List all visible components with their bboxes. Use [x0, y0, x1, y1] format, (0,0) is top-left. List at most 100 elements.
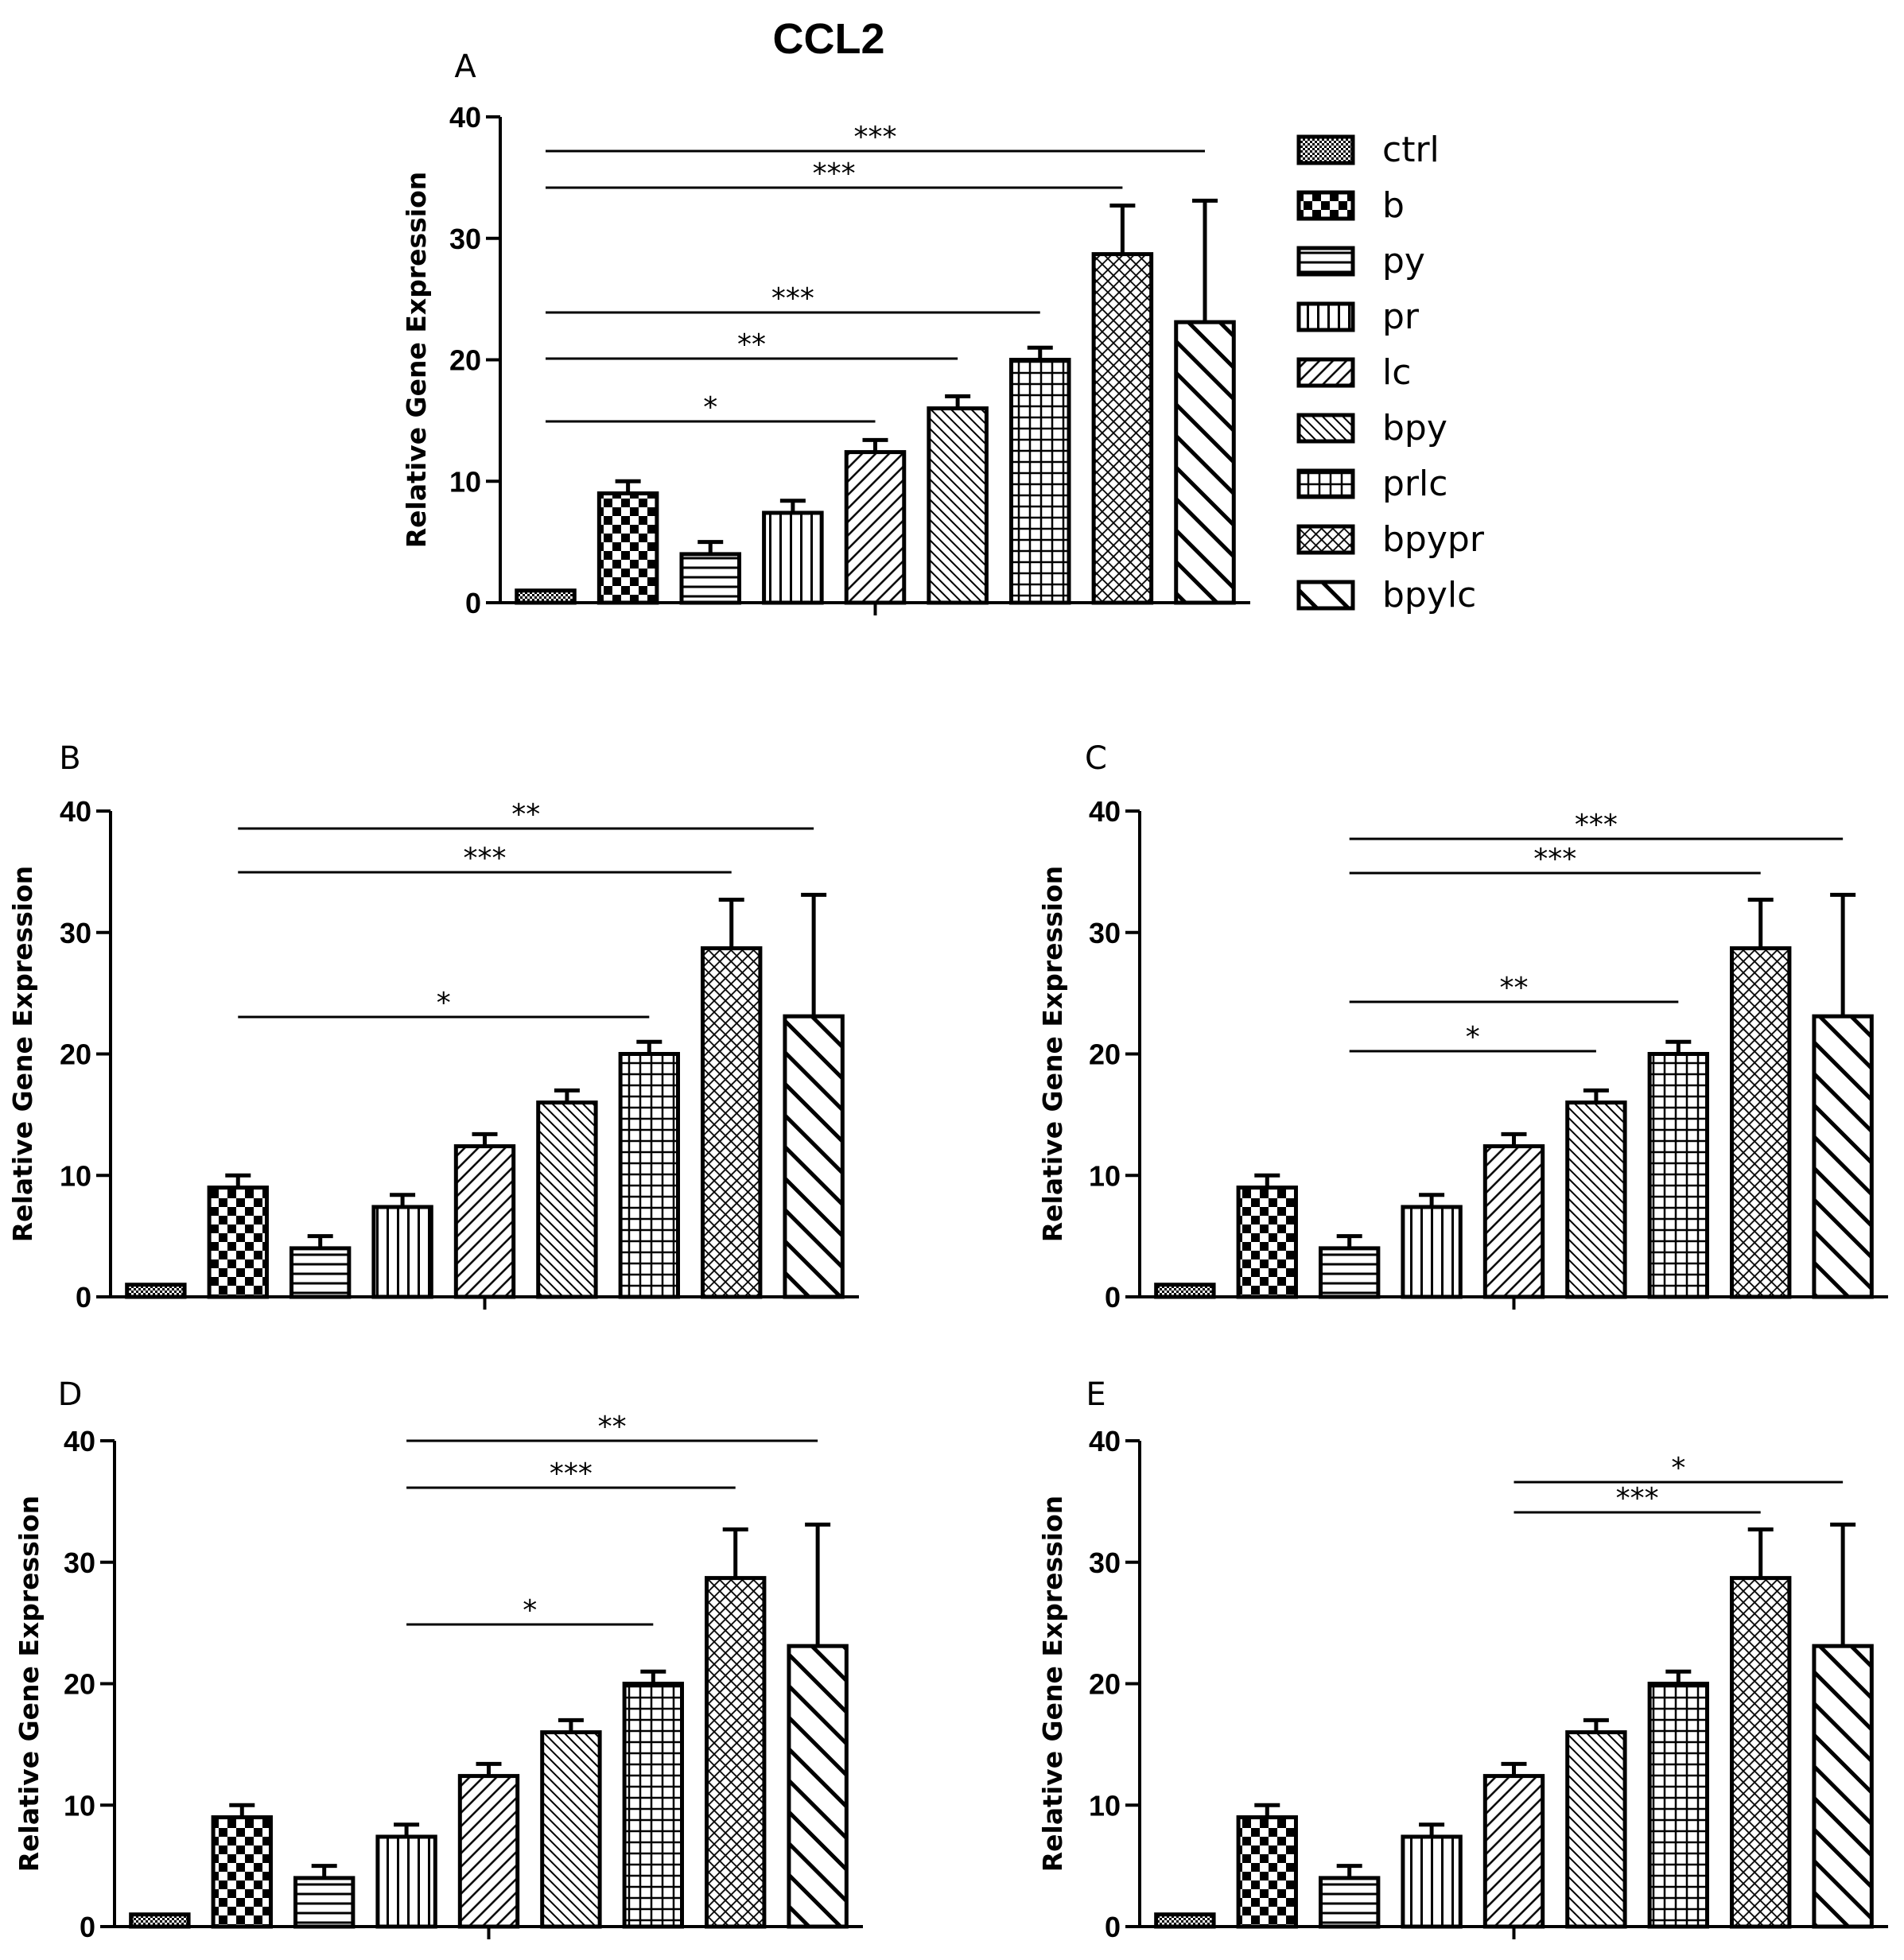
significance-label: * — [437, 987, 451, 1019]
bar-prlc — [618, 1052, 681, 1299]
y-tick-label: 30 — [1089, 917, 1121, 949]
y-tick-label: 10 — [1089, 1159, 1121, 1192]
legend-swatch-bpypr — [1296, 524, 1355, 555]
bar-bpy — [927, 406, 989, 605]
bar-bpylc — [1812, 1014, 1874, 1299]
bar-lc — [453, 1144, 516, 1299]
bar-prlc — [1647, 1052, 1710, 1299]
y-tick-label: 30 — [64, 1547, 95, 1579]
legend-swatch-prlc — [1296, 468, 1355, 499]
bar-lc — [1482, 1144, 1545, 1299]
figure-title: CCL2 — [772, 15, 884, 63]
bar-pr — [371, 1205, 433, 1299]
bar-b — [207, 1186, 269, 1299]
significance-label: *** — [464, 842, 507, 875]
significance-label: ** — [511, 798, 540, 831]
bar-bpy — [540, 1730, 602, 1929]
y-tick-label: 20 — [64, 1668, 95, 1701]
y-tick-label: 20 — [449, 344, 481, 377]
legend-label: bpylc — [1382, 575, 1476, 615]
y-axis-label: Relative Gene Expression — [401, 172, 432, 549]
y-tick-label: 20 — [60, 1038, 91, 1071]
y-tick-label: 30 — [1089, 1547, 1121, 1579]
bar-py — [289, 1246, 352, 1299]
bar-b — [1236, 1815, 1298, 1929]
y-tick-label: 40 — [60, 795, 91, 828]
bar-ctrl — [125, 1283, 187, 1299]
panel-label: C — [1085, 740, 1107, 777]
significance-label: *** — [1575, 809, 1618, 841]
panel-label: E — [1086, 1376, 1105, 1413]
significance-label: ** — [598, 1411, 627, 1443]
bar-bpylc — [783, 1014, 845, 1299]
bar-ctrl — [1154, 1912, 1216, 1929]
significance-label: *** — [550, 1457, 593, 1490]
bar-bpypr — [1091, 252, 1154, 605]
bar-prlc — [622, 1682, 685, 1929]
significance-label: * — [1671, 1452, 1685, 1485]
y-tick-label: 40 — [449, 101, 481, 134]
legend-swatch-py — [1296, 246, 1355, 277]
significance-label: *** — [813, 157, 856, 190]
bar-pr — [1401, 1205, 1463, 1299]
legend-label: b — [1382, 185, 1405, 226]
legend-swatch-bpy — [1296, 413, 1355, 444]
bar-bpypr — [705, 1576, 767, 1929]
legend-label: prlc — [1382, 464, 1447, 504]
legend-swatch-b — [1296, 190, 1355, 221]
y-tick-label: 0 — [1105, 1281, 1121, 1314]
y-tick-label: 40 — [1089, 795, 1121, 828]
panel-label: B — [59, 740, 80, 777]
y-tick-label: 0 — [465, 587, 481, 619]
y-tick-label: 40 — [1089, 1425, 1121, 1457]
significance-label: *** — [1533, 843, 1576, 875]
significance-label: ** — [1500, 972, 1529, 1004]
y-tick-label: 0 — [80, 1911, 95, 1943]
legend-swatch-ctrl — [1296, 134, 1355, 165]
bar-bpypr — [701, 946, 763, 1299]
y-axis-label: Relative Gene Expression — [1037, 866, 1068, 1243]
bar-bpy — [1565, 1100, 1627, 1299]
legend-label: lc — [1382, 352, 1411, 393]
legend-label: bpypr — [1382, 519, 1485, 560]
y-tick-label: 0 — [1105, 1911, 1121, 1943]
significance-label: *** — [1616, 1482, 1659, 1515]
significance-label: * — [523, 1594, 537, 1627]
y-axis-label: Relative Gene Expression — [14, 1496, 45, 1873]
bar-bpypr — [1730, 1576, 1792, 1929]
bar-ctrl — [129, 1912, 191, 1929]
significance-label: * — [1466, 1021, 1480, 1054]
bar-py — [1318, 1876, 1381, 1929]
legend-label: py — [1382, 241, 1425, 281]
y-tick-label: 10 — [64, 1789, 95, 1822]
bar-lc — [457, 1774, 520, 1929]
bar-bpylc — [1812, 1644, 1874, 1929]
bar-py — [1318, 1246, 1381, 1299]
bar-pr — [375, 1834, 437, 1929]
y-axis-label: Relative Gene Expression — [1037, 1496, 1068, 1873]
bar-ctrl — [1154, 1283, 1216, 1299]
y-tick-label: 40 — [64, 1425, 95, 1457]
legend-label: pr — [1382, 297, 1420, 337]
bar-py — [679, 552, 742, 605]
y-tick-label: 30 — [60, 917, 91, 949]
legend-swatch-bpylc — [1296, 580, 1355, 611]
bar-prlc — [1647, 1682, 1710, 1929]
legend-swatch-lc — [1296, 357, 1355, 388]
bar-ctrl — [515, 588, 577, 605]
bar-b — [211, 1815, 273, 1929]
bar-bpylc — [787, 1644, 849, 1929]
legend-label: ctrl — [1382, 130, 1440, 170]
significance-label: * — [703, 391, 717, 424]
significance-label: ** — [737, 328, 766, 361]
y-axis-label: Relative Gene Expression — [7, 866, 38, 1243]
y-tick-label: 10 — [60, 1159, 91, 1192]
significance-label: *** — [854, 121, 897, 153]
